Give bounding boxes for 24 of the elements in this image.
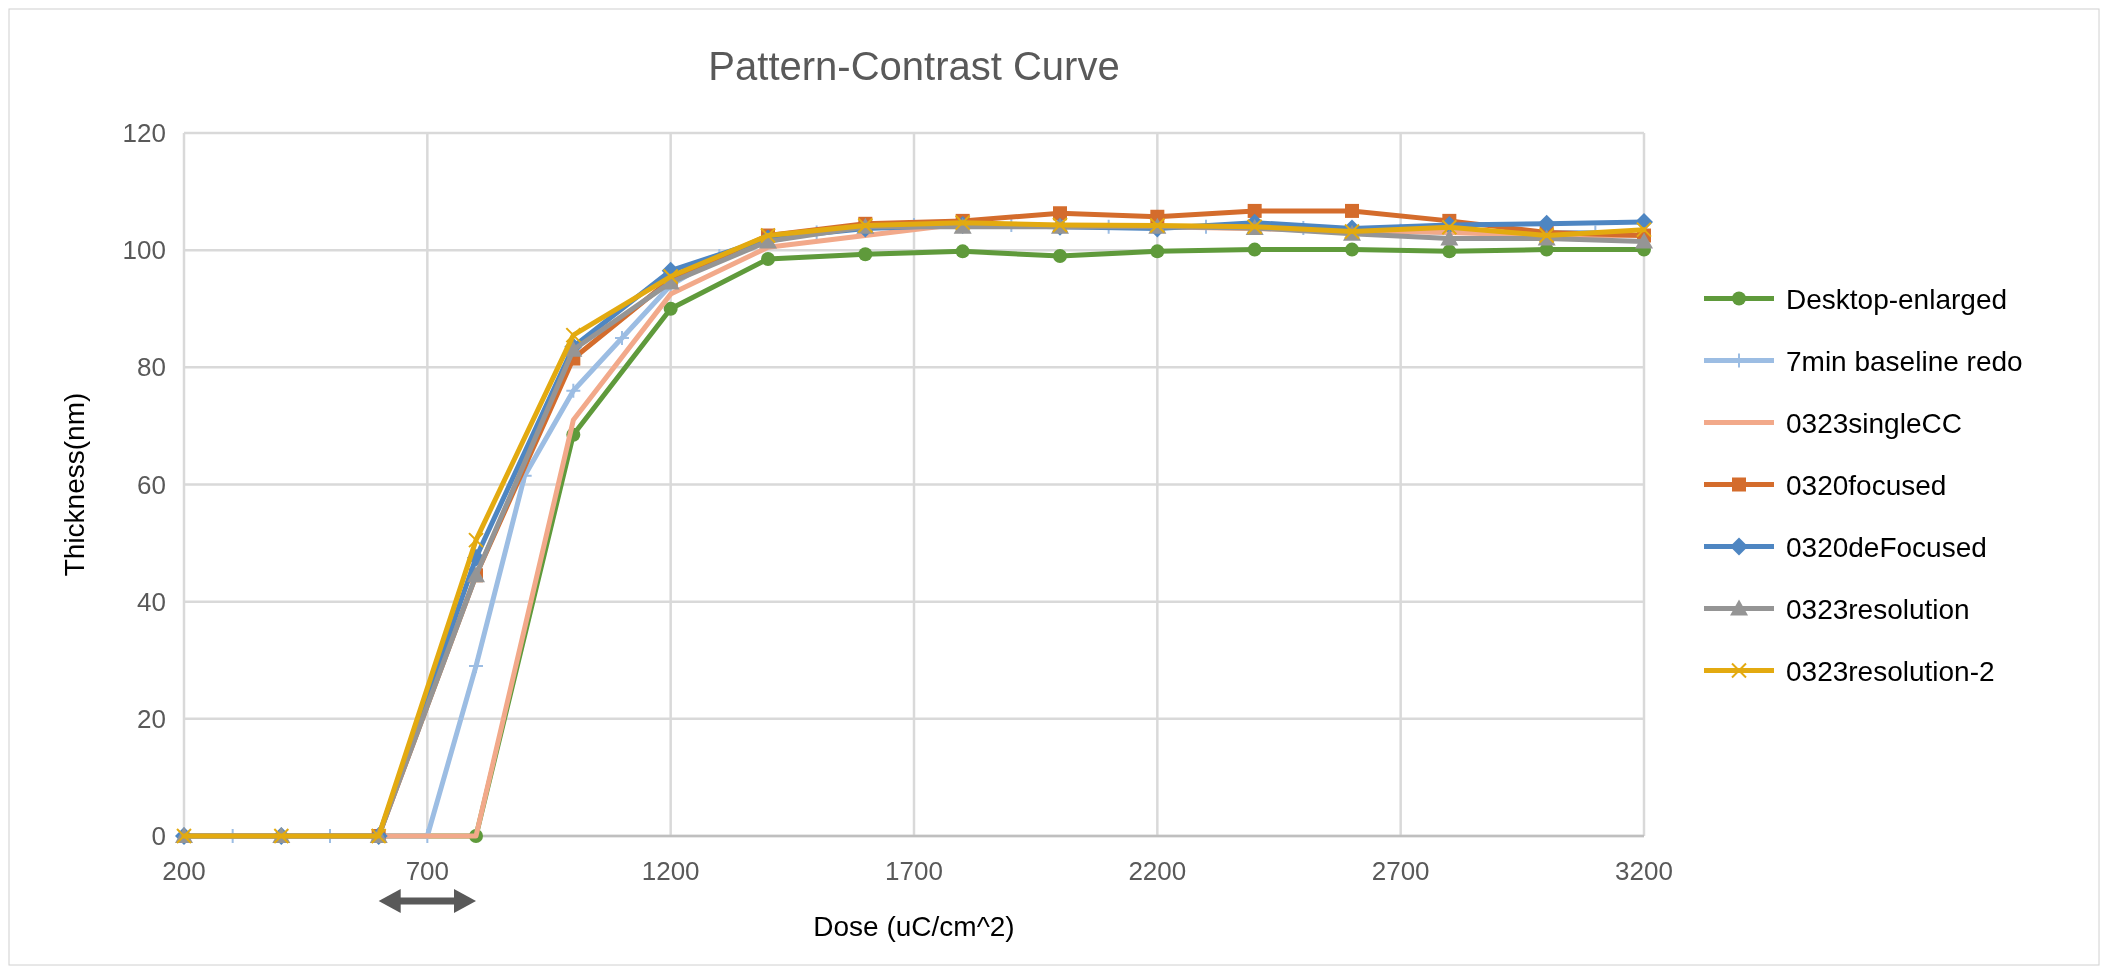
x-tick-label: 2200 — [1128, 856, 1187, 886]
x-tick-label: 700 — [405, 856, 450, 886]
y-tick-label: 120 — [122, 118, 166, 148]
legend-label: 0323resolution — [1786, 593, 1970, 625]
y-tick-label: 80 — [137, 352, 166, 383]
x-tick-label: 1200 — [641, 856, 700, 886]
x-tick-label: 1700 — [885, 856, 943, 886]
legend-label: 0323resolution-2 — [1786, 655, 1995, 687]
y-tick-label: 60 — [137, 469, 166, 500]
x-tick-label: 2700 — [1371, 856, 1430, 886]
legend-label: 0320deFocused — [1786, 531, 1987, 563]
legend-label: 0320focused — [1786, 469, 1947, 501]
y-axis-title: Thickness(nm) — [59, 392, 90, 577]
y-tick-label: 20 — [137, 703, 166, 734]
legend-label: 7min baseline redo — [1786, 345, 2023, 377]
y-tick-label: 100 — [122, 235, 166, 266]
legend-label: Desktop-enlarged — [1786, 283, 2008, 315]
x-axis-title: Dose (uC/cm^2) — [813, 911, 1015, 942]
chart-title: Pattern-Contrast Curve — [708, 44, 1120, 88]
y-tick-label: 40 — [137, 586, 166, 617]
x-tick-label: 3200 — [1615, 856, 1673, 886]
x-tick-label: 200 — [162, 856, 206, 886]
legend-label: 0323singleCC — [1786, 407, 1962, 439]
y-tick-label: 0 — [151, 821, 166, 851]
